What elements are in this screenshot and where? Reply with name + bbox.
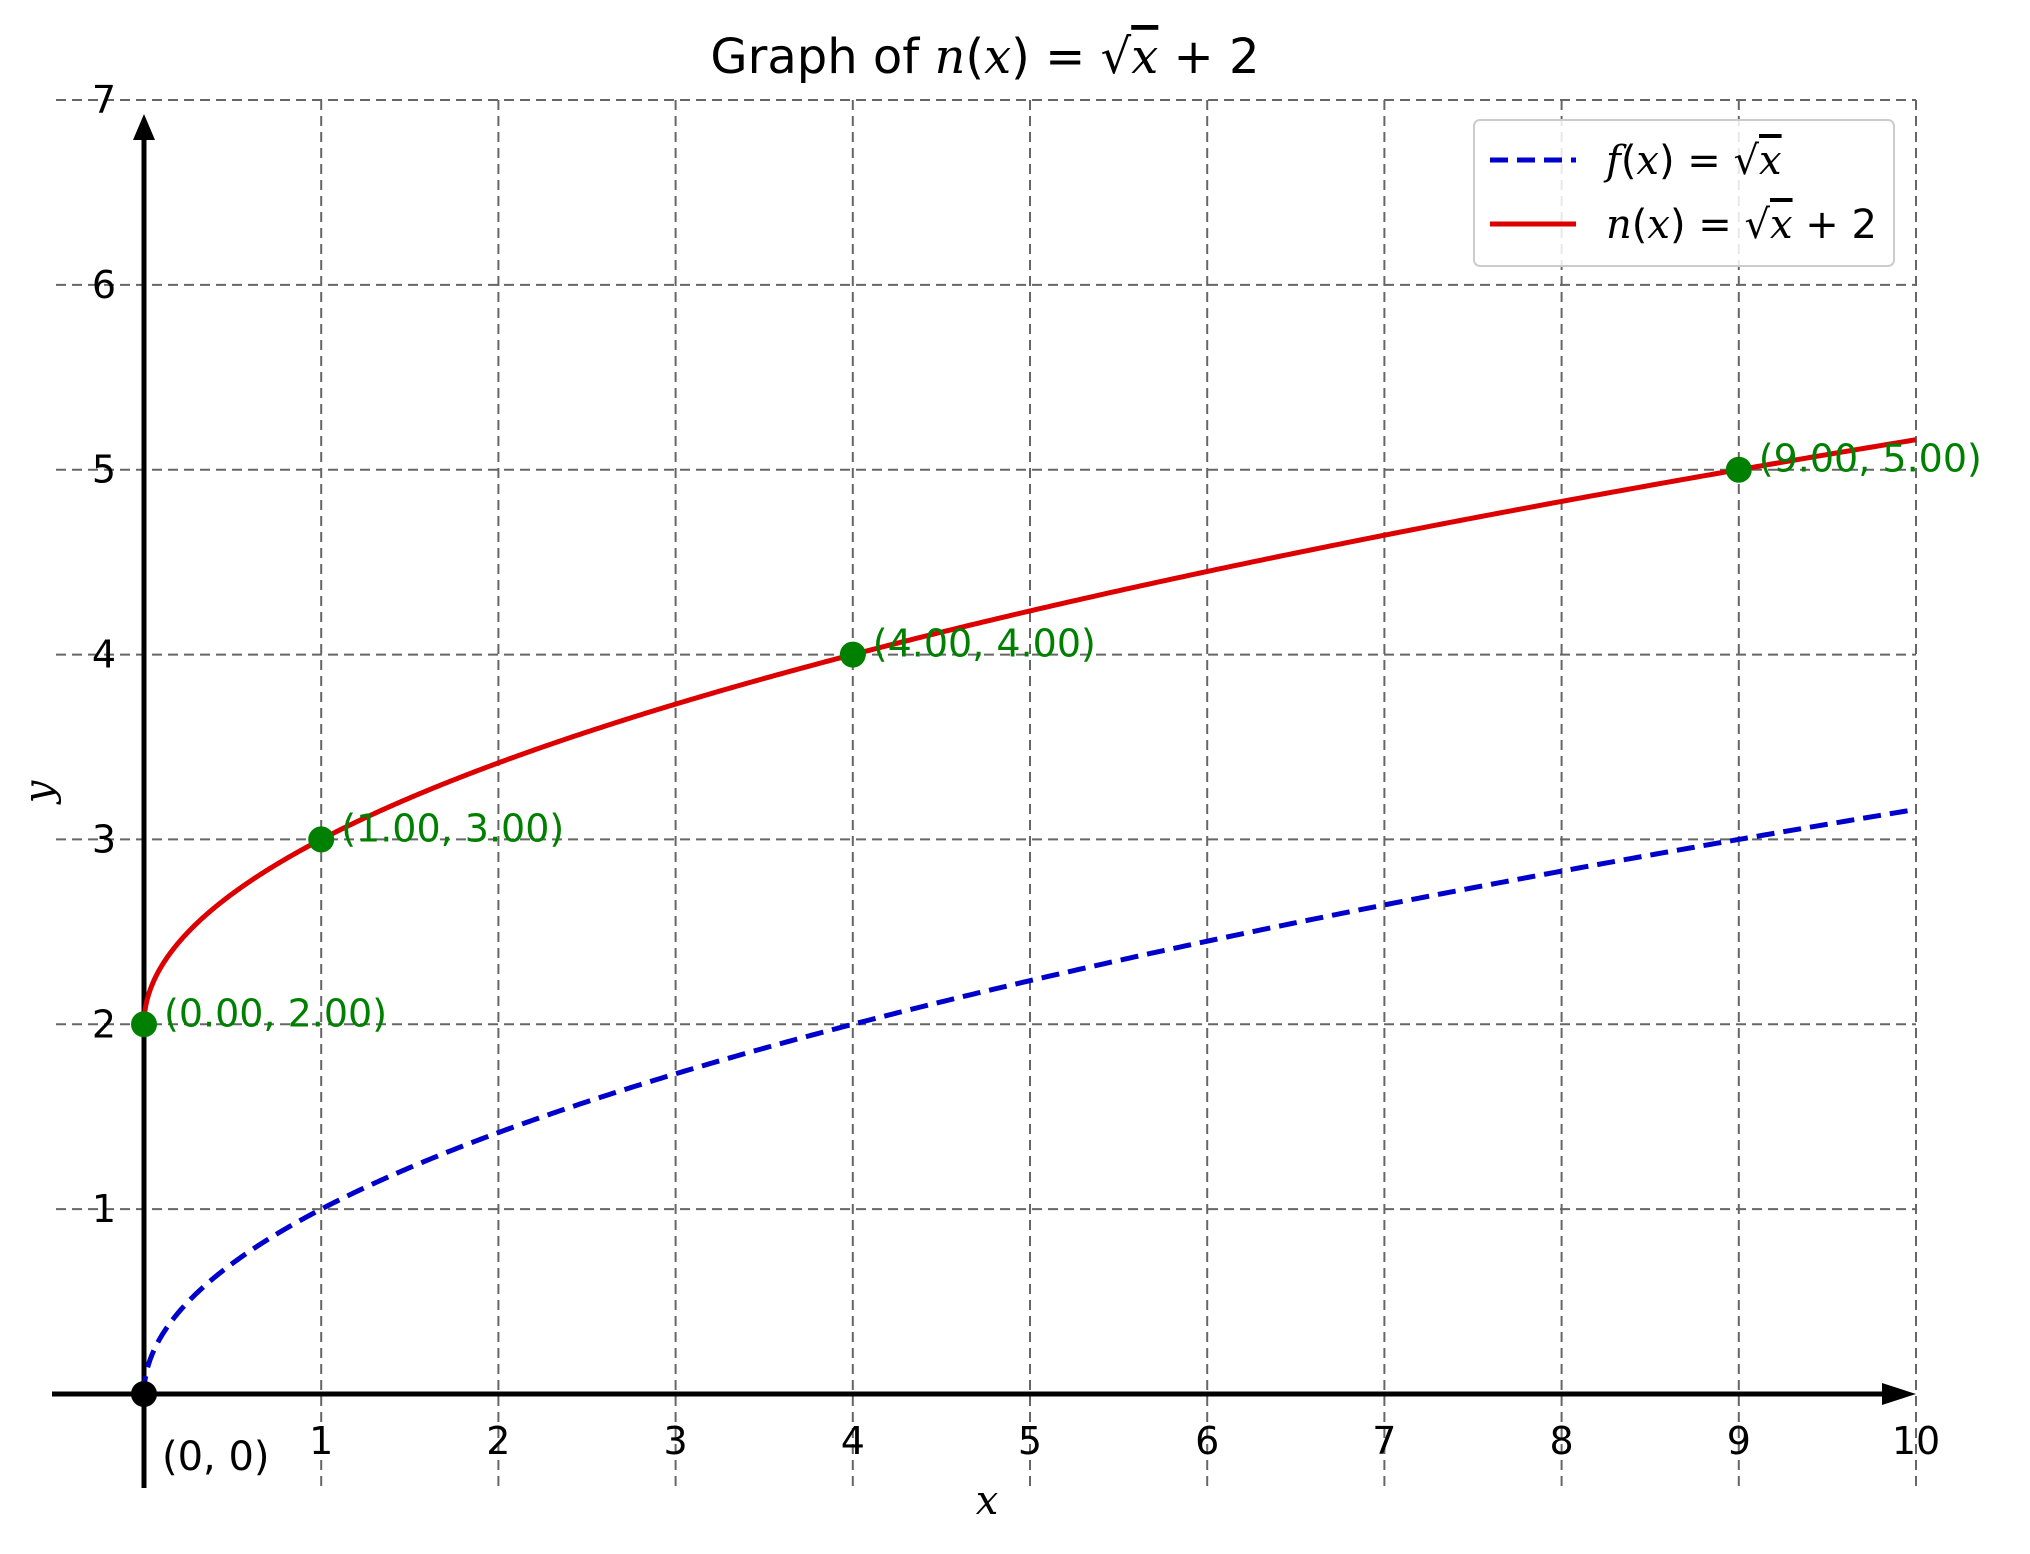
point-marker-2: [839, 641, 866, 668]
x-tick-label-6: 6: [1195, 1419, 1219, 1463]
series: [141, 437, 1917, 1395]
x-tick-label-3: 3: [664, 1419, 688, 1463]
equals-sqrt: ) = √: [1011, 29, 1131, 85]
y-axis-label: y: [16, 779, 62, 805]
x-tick-label-5: 5: [1018, 1419, 1042, 1463]
point-label-1: (1.00, 3.00): [341, 806, 564, 850]
y-tick-label-3: 3: [92, 817, 116, 861]
origin-marker: [131, 1381, 157, 1407]
legend: f(x) = √xn(x) = √x + 2: [1473, 119, 1895, 267]
x-axis-arrow: [1882, 1383, 1916, 1405]
suffix: + 2: [1793, 202, 1877, 248]
point-label-3: (9.00, 5.00): [1759, 437, 1982, 481]
x-tick-label-10: 10: [1892, 1419, 1940, 1463]
paren-open: (: [965, 29, 984, 85]
x-tick-label-8: 8: [1550, 1419, 1574, 1463]
x-axis-label: x: [976, 1478, 999, 1524]
var-name: x: [1636, 138, 1659, 184]
y-tick-label-4: 4: [92, 633, 116, 677]
suffix: + 2: [1158, 29, 1259, 85]
x-tick-label-7: 7: [1372, 1419, 1396, 1463]
legend-label-1: n(x) = √x + 2: [1606, 202, 1877, 248]
paren-open: (: [1632, 202, 1648, 248]
y-tick-label-5: 5: [92, 448, 116, 492]
x-tick-label-2: 2: [486, 1419, 510, 1463]
y-tick-label-7: 7: [92, 78, 116, 122]
equals-sqrt: ) = √: [1670, 202, 1771, 248]
equals-sqrt: ) = √: [1659, 138, 1760, 184]
ticks: 1 2 3 4 5 6 7 8 9 10 1 2 3 4 5 6 7: [92, 78, 1940, 1463]
point-marker-1: [308, 826, 335, 853]
origin-label: (0, 0): [162, 1434, 270, 1480]
radicand: x: [1131, 29, 1158, 85]
title-prefix: Graph of: [710, 29, 934, 85]
radicand: x: [1759, 138, 1782, 184]
radicand: x: [1770, 202, 1793, 248]
var-name: x: [984, 29, 1011, 85]
grid: [56, 99, 1917, 1488]
series-line-0: [141, 806, 1917, 1395]
x-tick-label-1: 1: [309, 1419, 333, 1463]
series-line-1: [141, 437, 1917, 1025]
y-axis-arrow: [133, 114, 155, 140]
legend-label-0: f(x) = √x: [1603, 138, 1782, 184]
var-name: x: [1647, 202, 1670, 248]
point-marker-0: [131, 1011, 157, 1038]
legend-box: [1473, 119, 1895, 267]
chart-title: Graph of n(x) = √x + 2: [710, 29, 1259, 85]
x-tick-label-9: 9: [1727, 1419, 1751, 1463]
y-tick-label-1: 1: [92, 1187, 116, 1231]
axes: [52, 114, 1916, 1488]
y-tick-label-2: 2: [92, 1002, 116, 1046]
paren-open: (: [1621, 138, 1637, 184]
point-label-0: (0.00, 2.00): [164, 991, 387, 1035]
x-tick-label-4: 4: [841, 1419, 865, 1463]
point-label-2: (4.00, 4.00): [873, 622, 1096, 666]
points: (0.00, 2.00) (1.00, 3.00) (4.00, 4.00) (9.0…: [131, 437, 1982, 1480]
y-tick-label-6: 6: [92, 263, 116, 307]
func-name: n: [1606, 202, 1632, 248]
func-name: n: [934, 29, 965, 85]
point-marker-3: [1725, 456, 1752, 483]
